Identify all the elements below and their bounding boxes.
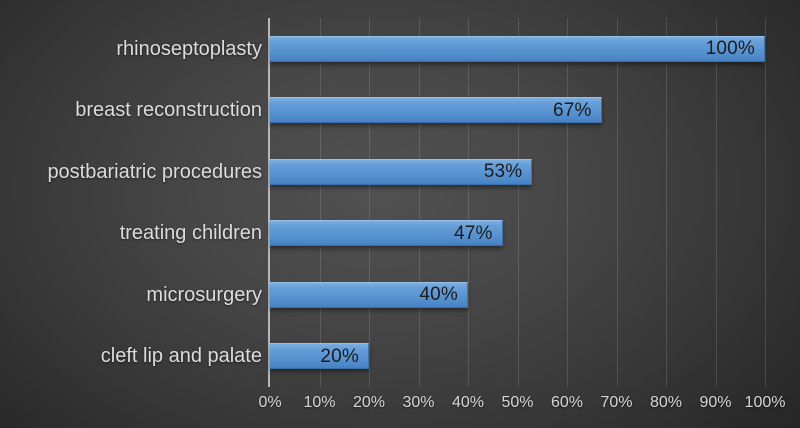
bar-data-label: 47% xyxy=(454,222,493,244)
gridline xyxy=(319,18,321,387)
gridline xyxy=(369,18,370,387)
bar-data-label: 67% xyxy=(553,99,592,121)
gridline xyxy=(567,18,568,387)
x-tick-label: 80% xyxy=(649,394,683,411)
x-tick-label: 70% xyxy=(600,394,633,411)
category-label: microsurgery xyxy=(146,283,262,306)
x-tick-label: 20% xyxy=(352,394,386,411)
category-label: treating children xyxy=(119,222,262,245)
bar-data-label: 20% xyxy=(320,345,359,367)
y-axis-line xyxy=(268,18,270,387)
bar-data-label: 100% xyxy=(705,38,755,60)
x-tick-label: 0% xyxy=(258,394,282,411)
bar-data-label: 40% xyxy=(419,284,458,306)
bar-data-label: 53% xyxy=(483,161,523,183)
bar: 40% xyxy=(270,281,468,308)
gridline xyxy=(616,18,618,387)
x-tick-label: 10% xyxy=(303,394,336,411)
x-tick-label: 30% xyxy=(402,394,435,411)
x-tick-label: 40% xyxy=(451,394,485,411)
gridline xyxy=(765,18,766,387)
plot-area: 100% 67% 53% 47% 40% 20% xyxy=(268,18,766,387)
category-label: cleft lip and palate xyxy=(100,345,262,368)
gridline xyxy=(666,18,667,387)
bar: 20% xyxy=(270,343,369,370)
bar: 67% xyxy=(270,97,602,124)
gridline xyxy=(418,18,420,387)
x-tick-label: 60% xyxy=(550,394,584,411)
x-tick-label: 50% xyxy=(501,394,534,411)
gridline xyxy=(517,18,519,387)
bar: 53% xyxy=(270,158,533,185)
x-tick-label: 100% xyxy=(744,394,786,411)
bar: 100% xyxy=(270,35,765,62)
gridline xyxy=(715,18,717,387)
category-label: postbariatric procedures xyxy=(47,160,262,183)
category-label: breast reconstruction xyxy=(75,99,262,122)
x-tick-label: 90% xyxy=(699,394,732,411)
x-axis-labels: 0% 10% 20% 30% 40% 50% 60% 70% 80% 90% 100% xyxy=(0,395,800,417)
gridline xyxy=(468,18,469,387)
bar: 47% xyxy=(270,220,503,247)
category-label: rhinoseptoplasty xyxy=(116,37,262,60)
